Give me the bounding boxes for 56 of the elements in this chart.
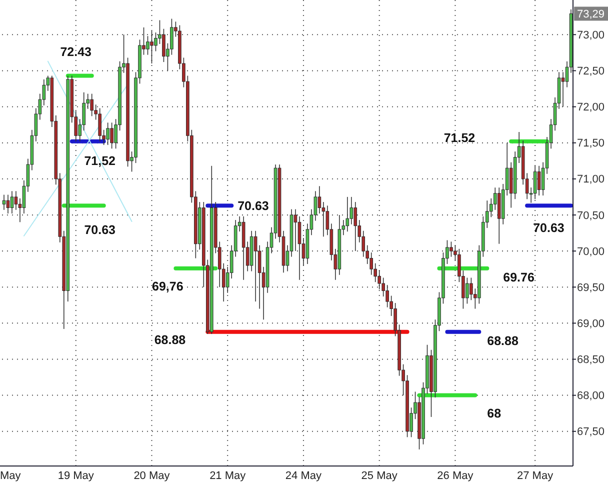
candlestick	[2, 194, 6, 210]
y-tick-label: 69,00	[577, 318, 605, 330]
candlestick	[110, 122, 114, 149]
candlestick	[318, 186, 322, 214]
candlestick	[162, 28, 166, 62]
y-tick-label: 72,50	[577, 66, 605, 78]
candlestick	[150, 30, 154, 64]
series-label: 70.63	[533, 220, 564, 235]
series-label: 69,76	[152, 280, 184, 294]
series-label: 70.63	[238, 198, 269, 213]
y-tick-label: 71,00	[577, 174, 605, 186]
candlestick	[6, 194, 10, 214]
candlestick	[98, 108, 102, 142]
candlestick	[294, 208, 298, 252]
x-tick-label: 21 May	[210, 470, 246, 482]
series-label: 70.63	[84, 222, 116, 237]
candlestick	[154, 32, 158, 52]
series-label: 68.88	[154, 333, 186, 348]
series-label: 68	[487, 406, 502, 421]
candlestick	[346, 196, 350, 232]
x-tick-label: 19 May	[58, 470, 94, 482]
x-tick-label: 26 May	[437, 470, 474, 482]
candlestick	[298, 216, 302, 280]
candlestick	[170, 18, 174, 56]
candlestick	[386, 284, 389, 308]
candlestick	[146, 36, 150, 56]
x-tick-label: 25 May	[361, 470, 398, 482]
candlestick	[106, 122, 110, 146]
y-tick-label: 70,00	[577, 246, 605, 258]
y-tick-label: 72,00	[577, 102, 605, 114]
candlestick	[533, 166, 537, 200]
y-tick-label: 73,00	[577, 29, 605, 42]
y-tick-label: 67,50	[577, 426, 605, 438]
series-label: 71,52	[84, 154, 116, 168]
candlestick	[14, 190, 18, 210]
y-tick-label: 71,50	[577, 138, 605, 150]
x-tick-label: 27 May	[517, 470, 554, 482]
candlestick	[378, 270, 381, 290]
series-label: 72.43	[60, 45, 92, 60]
candlestick	[466, 277, 469, 304]
y-tick-label: 68,00	[577, 390, 605, 402]
x-tick-label: May	[0, 470, 22, 482]
candlestick	[537, 166, 541, 196]
y-tick-label: 68,50	[577, 354, 605, 366]
candlestick	[10, 190, 14, 214]
x-tick-label: 24 May	[285, 470, 322, 482]
y-tick-label: 70,50	[577, 210, 605, 222]
candlestick	[450, 241, 453, 258]
x-tick-label: 20 May	[134, 470, 170, 482]
candlestick	[470, 277, 473, 300]
annotation: 73,29	[577, 8, 605, 21]
text: 71.52	[444, 130, 476, 145]
y-tick-label: 69,50	[577, 282, 605, 294]
series-label: 69.76	[503, 270, 534, 285]
series-label: 68.88	[487, 334, 518, 348]
candlestick	[90, 93, 94, 117]
